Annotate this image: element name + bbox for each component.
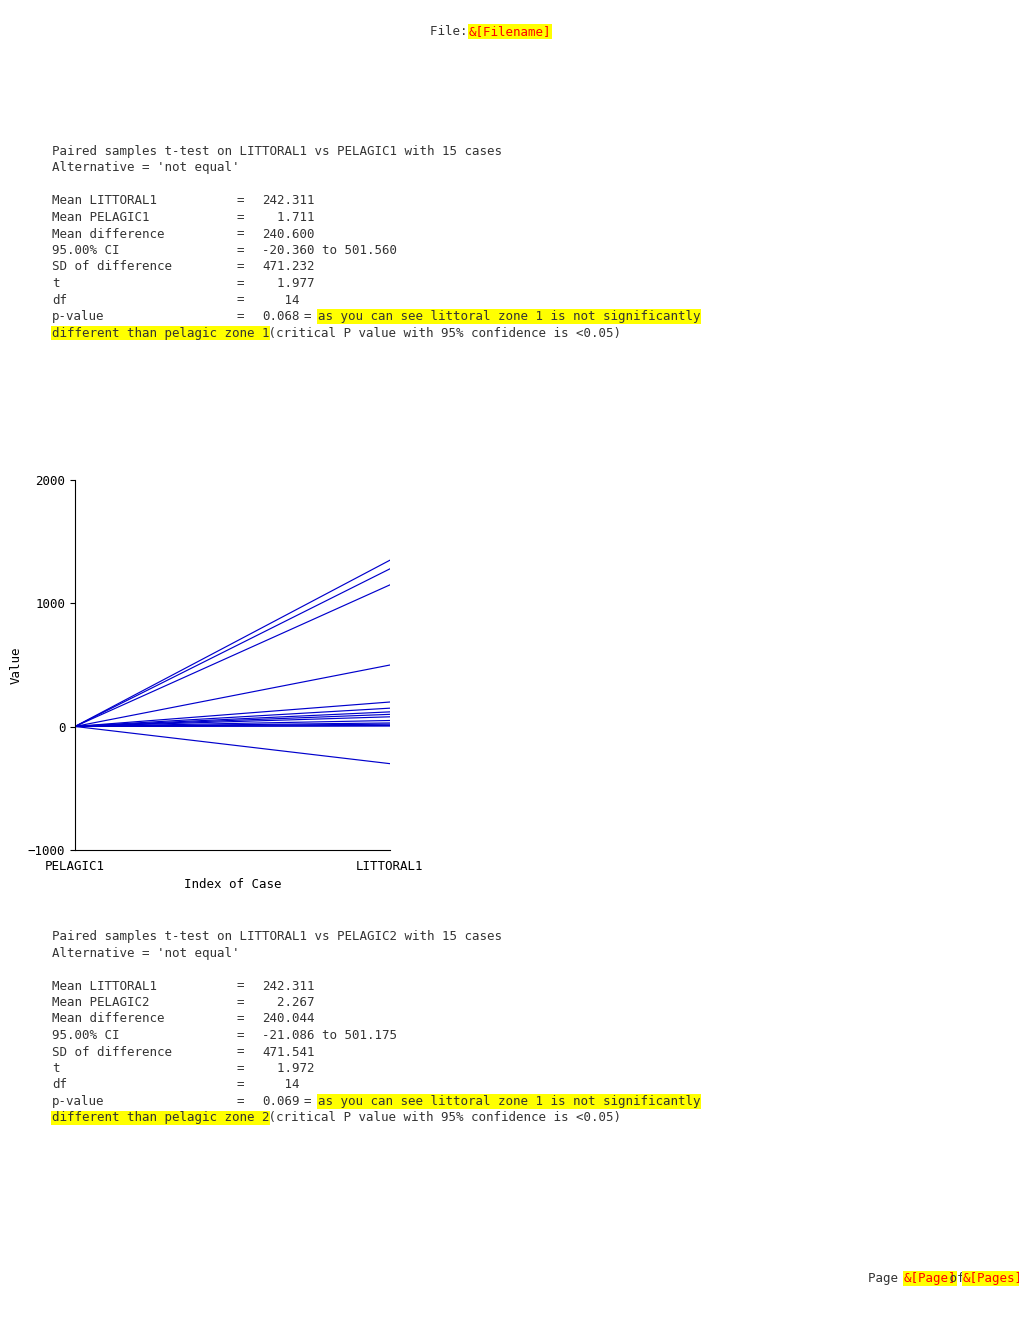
Text: =: = — [236, 244, 245, 257]
Text: =: = — [304, 1096, 311, 1107]
Text: =: = — [236, 211, 245, 224]
Text: 0.069: 0.069 — [262, 1096, 300, 1107]
Text: p-value: p-value — [52, 1096, 104, 1107]
Text: Page: Page — [867, 1272, 905, 1284]
Text: =: = — [236, 227, 245, 240]
Text: Paired samples t-test on LITTORAL1 vs PELAGIC1 with 15 cases: Paired samples t-test on LITTORAL1 vs PE… — [52, 145, 501, 158]
Text: -20.360 to 501.560: -20.360 to 501.560 — [262, 244, 396, 257]
Text: 1.711: 1.711 — [262, 211, 314, 224]
Text: 95.00% CI: 95.00% CI — [52, 244, 119, 257]
Text: Mean difference: Mean difference — [52, 227, 164, 240]
Text: =: = — [236, 1012, 245, 1026]
Text: =: = — [236, 1096, 245, 1107]
Text: &[Filename]: &[Filename] — [469, 25, 551, 38]
Text: 471.232: 471.232 — [262, 260, 314, 273]
Text: of: of — [942, 1272, 971, 1284]
Text: 242.311: 242.311 — [262, 194, 314, 207]
Text: =: = — [236, 997, 245, 1008]
Text: =: = — [236, 1030, 245, 1041]
Text: 1.977: 1.977 — [262, 277, 314, 290]
Text: Mean PELAGIC2: Mean PELAGIC2 — [52, 997, 150, 1008]
Text: df: df — [52, 293, 67, 306]
Text: &[Pages]: &[Pages] — [962, 1272, 1019, 1284]
Text: &[Page]: &[Page] — [903, 1272, 956, 1284]
Text: 14: 14 — [262, 293, 300, 306]
Text: -21.086 to 501.175: -21.086 to 501.175 — [262, 1030, 396, 1041]
Text: =: = — [236, 277, 245, 290]
Text: Mean LITTORAL1: Mean LITTORAL1 — [52, 979, 157, 993]
Text: Mean PELAGIC1: Mean PELAGIC1 — [52, 211, 150, 224]
Text: (critical P value with 95% confidence is <0.05): (critical P value with 95% confidence is… — [261, 1111, 621, 1125]
Text: Mean LITTORAL1: Mean LITTORAL1 — [52, 194, 157, 207]
Text: =: = — [236, 194, 245, 207]
Text: Mean difference: Mean difference — [52, 1012, 164, 1026]
Text: =: = — [236, 979, 245, 993]
Text: =: = — [236, 260, 245, 273]
Text: =: = — [236, 1045, 245, 1059]
Text: p-value: p-value — [52, 310, 104, 323]
Text: File:: File: — [430, 25, 475, 38]
Text: 240.600: 240.600 — [262, 227, 314, 240]
Text: =: = — [236, 310, 245, 323]
Text: 95.00% CI: 95.00% CI — [52, 1030, 119, 1041]
Text: 2.267: 2.267 — [262, 997, 314, 1008]
Y-axis label: Value: Value — [9, 647, 22, 684]
Text: 1.972: 1.972 — [262, 1063, 314, 1074]
Text: =: = — [236, 1063, 245, 1074]
Text: (critical P value with 95% confidence is <0.05): (critical P value with 95% confidence is… — [261, 326, 621, 339]
Text: =: = — [236, 1078, 245, 1092]
X-axis label: Index of Case: Index of Case — [183, 878, 281, 891]
Text: 14: 14 — [262, 1078, 300, 1092]
Text: Alternative = 'not equal': Alternative = 'not equal' — [52, 161, 239, 174]
Text: different than pelagic zone 2: different than pelagic zone 2 — [52, 1111, 269, 1125]
Text: as you can see littoral zone 1 is not significantly: as you can see littoral zone 1 is not si… — [318, 310, 700, 323]
Text: 471.541: 471.541 — [262, 1045, 314, 1059]
Text: 0.068: 0.068 — [262, 310, 300, 323]
Text: t: t — [52, 1063, 59, 1074]
Text: df: df — [52, 1078, 67, 1092]
Text: SD of difference: SD of difference — [52, 260, 172, 273]
Text: t: t — [52, 277, 59, 290]
Text: 242.311: 242.311 — [262, 979, 314, 993]
Text: Paired samples t-test on LITTORAL1 vs PELAGIC2 with 15 cases: Paired samples t-test on LITTORAL1 vs PE… — [52, 931, 501, 942]
Text: =: = — [236, 293, 245, 306]
Text: Alternative = 'not equal': Alternative = 'not equal' — [52, 946, 239, 960]
Text: different than pelagic zone 1: different than pelagic zone 1 — [52, 326, 269, 339]
Text: 240.044: 240.044 — [262, 1012, 314, 1026]
Text: =: = — [304, 310, 311, 323]
Text: SD of difference: SD of difference — [52, 1045, 172, 1059]
Text: as you can see littoral zone 1 is not significantly: as you can see littoral zone 1 is not si… — [318, 1096, 700, 1107]
